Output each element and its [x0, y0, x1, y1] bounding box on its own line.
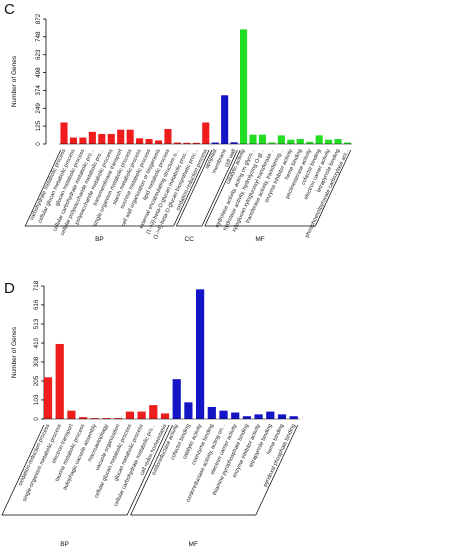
y-tick-label: 718 [33, 280, 40, 291]
bar-bp [60, 122, 68, 144]
bar-mf [184, 402, 193, 419]
bar-mf [277, 135, 285, 144]
bar-bp [160, 413, 170, 419]
y-tick-label: 308 [33, 356, 40, 367]
y-tick-label: 374 [35, 85, 42, 96]
y-tick-label: 103 [33, 394, 40, 405]
bar-bp [125, 411, 134, 419]
group-bracket-cc [175, 149, 238, 227]
group-label-cc: CC [185, 236, 195, 243]
bar-bp [136, 138, 144, 144]
bar-bp [43, 377, 53, 419]
bar-mf [343, 142, 352, 144]
bar-bp [79, 137, 87, 144]
y-tick-label: 205 [33, 375, 40, 386]
bar-mf [249, 134, 257, 144]
bar-bp [164, 128, 172, 144]
bar-mf [207, 406, 216, 419]
bar-bp [173, 142, 181, 144]
bar-bp [149, 405, 158, 419]
bar-mf [268, 142, 276, 144]
group-bracket-mf [130, 424, 299, 516]
y-tick-label: 0 [35, 142, 42, 146]
bar-cc [211, 142, 219, 144]
bar-bp [67, 410, 76, 419]
y-tick-label: 410 [33, 337, 40, 348]
bar-mf [325, 139, 333, 144]
bar-bp [102, 418, 111, 419]
bar-mf [172, 379, 181, 419]
y-tick-label: 125 [35, 120, 42, 131]
bar-mf [266, 411, 275, 419]
bar-mf [240, 29, 248, 145]
group-label-bp: BP [95, 236, 104, 243]
group-label-mf: MF [189, 541, 198, 548]
bar-bp [183, 142, 191, 144]
y-tick-label: 748 [35, 31, 42, 42]
bar-mf [242, 416, 251, 419]
y-axis-title: Number of Genes [11, 55, 18, 107]
bar-bp [117, 129, 125, 144]
y-tick-label: 249 [35, 103, 42, 114]
bar-bp [192, 142, 200, 144]
bar-bp [69, 137, 77, 144]
group-label-mf: MF [255, 236, 264, 243]
bar-bp [126, 129, 134, 144]
bar-mf [258, 134, 266, 144]
bar-bp [79, 417, 88, 419]
bar-mf [287, 139, 295, 144]
bar-mf [289, 416, 298, 419]
bar-mf [277, 414, 287, 419]
bar-bp [55, 343, 64, 419]
bar-mf [196, 289, 205, 419]
panel-letter-d: D [4, 280, 15, 297]
bar-mf [254, 414, 263, 419]
bar-mf [334, 138, 342, 144]
y-tick-label: 872 [35, 13, 42, 24]
bar-bp [88, 131, 96, 144]
bar-mf [315, 135, 323, 144]
bar-mf [306, 141, 314, 144]
y-axis-title: Number of Genes [11, 326, 18, 378]
group-label-bp: BP [60, 541, 69, 548]
panel-letter-c: C [4, 1, 15, 18]
bar-bp [98, 133, 106, 144]
bar-cc [230, 142, 238, 144]
bar-bp [107, 133, 115, 144]
bar-mf [231, 412, 240, 419]
bar-mf [296, 138, 304, 144]
bar-mf [219, 410, 228, 419]
bar-cc [221, 95, 229, 144]
bar-bp [202, 122, 210, 144]
y-tick-label: 623 [35, 49, 42, 60]
bar-bp [114, 418, 123, 419]
y-tick-label: 616 [33, 299, 40, 310]
group-bracket-bp [1, 424, 170, 516]
bar-bp [90, 418, 99, 419]
bar-bp [137, 411, 146, 419]
group-bracket-bp [24, 149, 210, 227]
bar-bp [154, 140, 163, 144]
y-tick-label: 513 [33, 318, 40, 329]
bar-bp [145, 138, 153, 144]
y-tick-label: 0 [33, 417, 40, 421]
y-tick-label: 498 [35, 67, 42, 78]
group-bracket-mf [204, 149, 352, 227]
